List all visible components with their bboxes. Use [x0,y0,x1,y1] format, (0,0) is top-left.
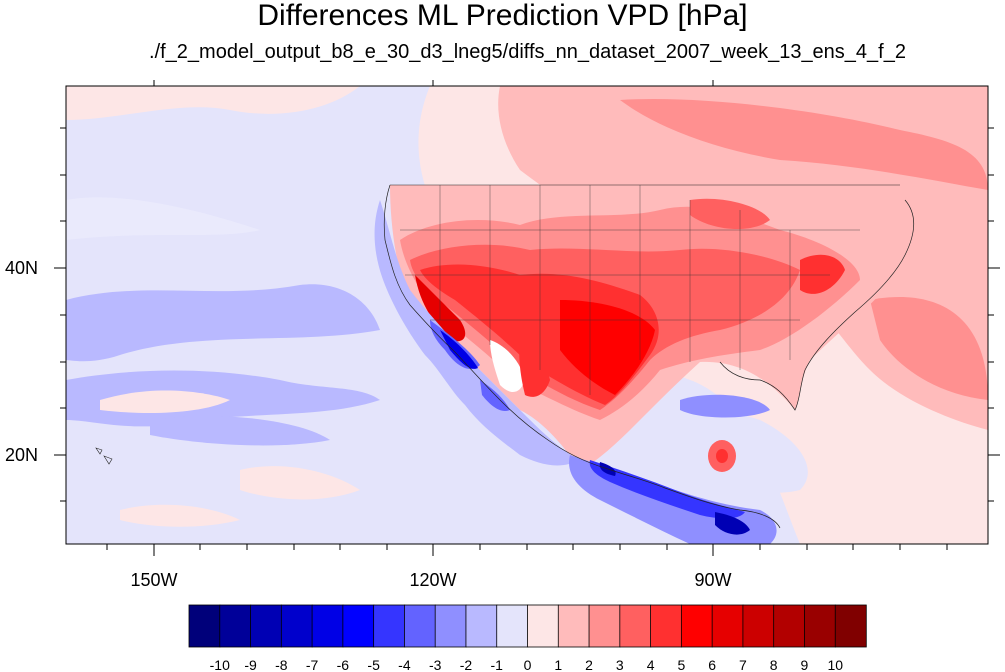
lon-label-150w: 150W [130,570,177,590]
colorbar-label: 0 [524,657,532,672]
colorbar-swatch [250,604,283,648]
colorbar-label: -1 [491,657,504,672]
colorbar-label: 4 [647,657,655,672]
colorbar-swatch [588,604,621,648]
colorbar-swatch [465,604,498,648]
colorbar-swatch [311,604,344,648]
colorbar-swatch [434,604,467,648]
colorbar-label: -2 [460,657,473,672]
colorbar-label: -7 [306,657,319,672]
colorbar-swatch [188,604,221,648]
colorbar-swatch [557,604,590,648]
colorbar-label: 9 [801,657,809,672]
colorbar-label: 10 [827,657,843,672]
colorbar-swatch [680,604,713,648]
colorbar-swatch [527,604,559,648]
vpd-difference-field [66,86,988,544]
colorbar-label: 8 [770,657,778,672]
colorbar-label: -8 [275,657,288,672]
colorbar-swatch [280,604,313,648]
colorbar: -10 -9 -8 -7 -6 -5 -4 -3 -2 -1 0 1 2 3 4 5 6 7 8 9 10 [188,604,867,672]
lat-ticks [54,127,1000,502]
top-ticks [153,80,714,86]
colorbar-label: -3 [429,657,442,672]
colorbar-label: -10 [210,657,230,672]
lat-label-40n: 40N [5,258,38,278]
colorbar-swatch [373,604,406,648]
colorbar-swatch [342,604,375,648]
colorbar-swatch [496,604,529,648]
colorbar-swatch [773,604,806,648]
lon-label-90w: 90W [694,570,731,590]
colorbar-label: 7 [739,657,747,672]
colorbar-swatch [219,604,252,648]
colorbar-label: -6 [337,657,350,672]
colorbar-swatch [711,604,744,648]
colorbar-label: -9 [244,657,257,672]
lon-label-120w: 120W [409,570,456,590]
map-title: Differences ML Prediction VPD [hPa] [257,0,748,32]
colorbar-swatch [742,604,775,648]
colorbar-swatch [834,604,867,648]
colorbar-swatch [650,604,683,648]
colorbar-label: -4 [398,657,411,672]
colorbar-swatch [404,604,436,648]
colorbar-label: 3 [616,657,624,672]
lat-label-20n: 20N [5,445,38,465]
colorbar-label: 5 [677,657,685,672]
colorbar-label: 2 [585,657,593,672]
colorbar-swatch [804,604,836,648]
lon-ticks [106,544,948,556]
colorbar-label: 1 [554,657,562,672]
colorbar-label: -5 [367,657,380,672]
map-subtitle: ./f_2_model_output_b8_e_30_d3_lneg5/diff… [149,41,906,63]
colorbar-label: 6 [708,657,716,672]
colorbar-swatch [619,604,652,648]
